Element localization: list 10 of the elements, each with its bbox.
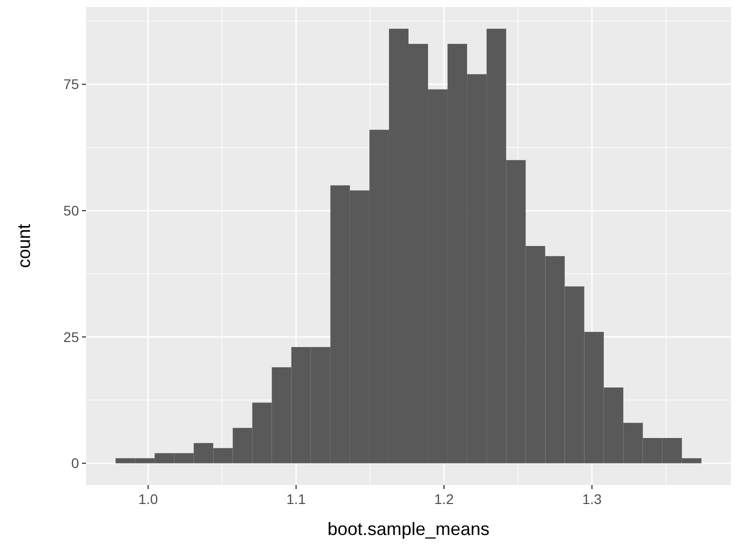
y-axis-title: count	[14, 224, 34, 268]
y-tick-label: 75	[63, 76, 80, 92]
y-tick-label: 50	[63, 202, 80, 219]
y-tick-label: 0	[71, 455, 80, 472]
x-tick-label: 1.0	[138, 491, 158, 507]
y-tick-label: 25	[63, 328, 80, 345]
x-axis-title: boot.sample_means	[327, 519, 490, 539]
x-tick-label: 1.3	[582, 491, 602, 507]
x-tick-label: 1.2	[434, 491, 454, 507]
x-tick-label: 1.1	[286, 491, 306, 507]
